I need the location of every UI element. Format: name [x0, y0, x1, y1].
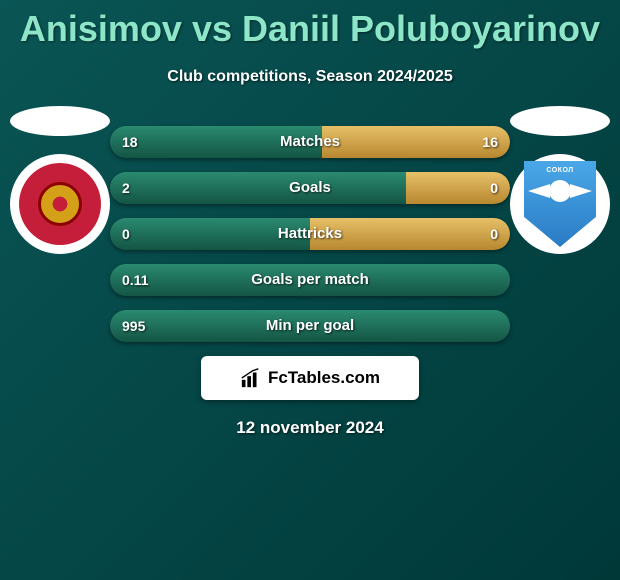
stat-value-right: 0	[490, 172, 498, 204]
stat-row: 0Hattricks0	[110, 218, 510, 250]
chart-icon	[240, 367, 262, 389]
comparison-content: СОКОЛ 18Matches162Goals00Hattricks00.11G…	[0, 126, 620, 438]
stat-value-right: 0	[490, 218, 498, 250]
brand-box[interactable]: FcTables.com	[201, 356, 419, 400]
player-right-head	[510, 106, 610, 136]
club-badge-left	[10, 154, 110, 254]
stat-row: 995Min per goal	[110, 310, 510, 342]
stat-label: Goals	[110, 172, 510, 204]
date-text: 12 november 2024	[0, 418, 620, 438]
player-left-avatar	[10, 106, 110, 254]
brand-text: FcTables.com	[268, 368, 380, 388]
club-badge-right: СОКОЛ	[510, 154, 610, 254]
stat-label: Matches	[110, 126, 510, 158]
page-subtitle: Club competitions, Season 2024/2025	[0, 68, 620, 86]
player-left-head	[10, 106, 110, 136]
stats-bars: 18Matches162Goals00Hattricks00.11Goals p…	[110, 126, 510, 342]
club-badge-left-inner	[19, 163, 101, 245]
player-right-avatar: СОКОЛ	[510, 106, 610, 254]
page-title: Anisimov vs Daniil Poluboyarinov	[0, 0, 620, 50]
stat-value-right: 16	[482, 126, 498, 158]
club-badge-right-inner: СОКОЛ	[524, 161, 596, 247]
stat-row: 2Goals0	[110, 172, 510, 204]
club-badge-right-text: СОКОЛ	[546, 167, 573, 174]
stat-label: Goals per match	[110, 264, 510, 296]
stat-row: 18Matches16	[110, 126, 510, 158]
club-badge-left-center	[38, 182, 82, 226]
stat-row: 0.11Goals per match	[110, 264, 510, 296]
stat-label: Hattricks	[110, 218, 510, 250]
stat-label: Min per goal	[110, 310, 510, 342]
club-badge-right-ball-icon	[549, 180, 571, 202]
